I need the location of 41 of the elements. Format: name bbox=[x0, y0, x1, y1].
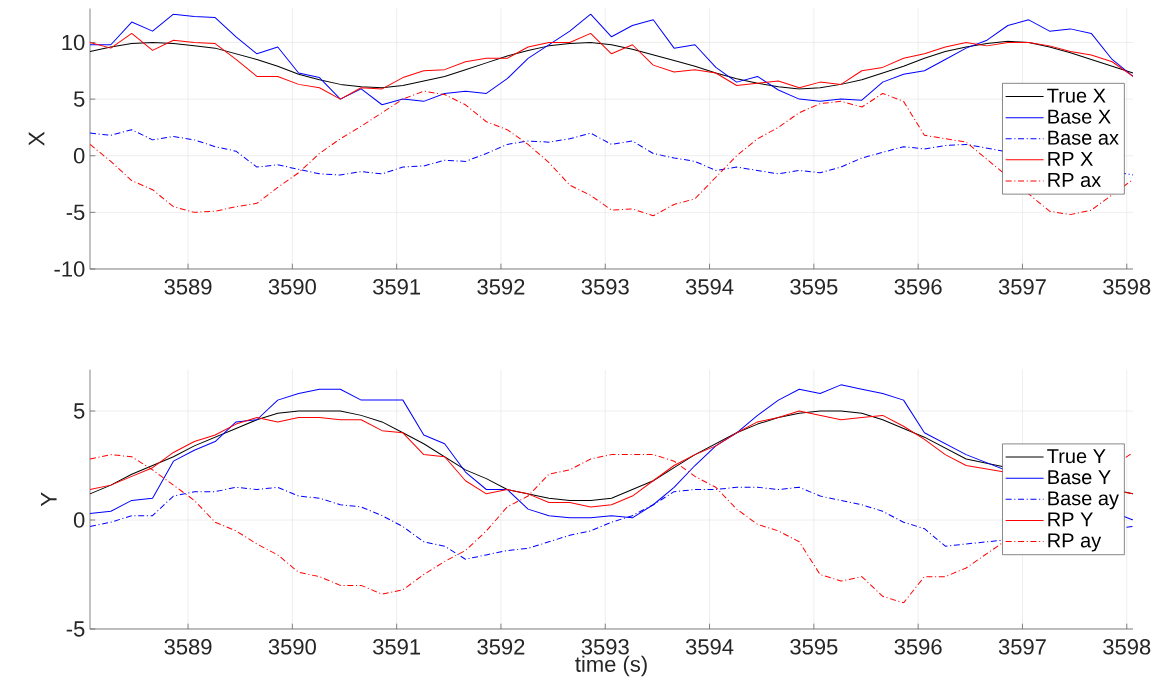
y-tick-label: -5 bbox=[66, 204, 85, 221]
legend-label: Base ay bbox=[1048, 491, 1119, 510]
legend-label: RP ax bbox=[1048, 173, 1101, 187]
x-tick-label: 3592 bbox=[477, 279, 525, 295]
x-tick-label: 3595 bbox=[790, 279, 838, 295]
legend-label: Base ax bbox=[1048, 130, 1119, 145]
x-tick-label: 3589 bbox=[164, 279, 212, 295]
y-tick-label: 0 bbox=[73, 512, 85, 528]
x-tick-label: 3596 bbox=[894, 279, 942, 295]
y-axis-title: Y bbox=[40, 492, 57, 507]
y-tick-label: 10 bbox=[62, 34, 85, 51]
legend-label: True Y bbox=[1047, 449, 1106, 464]
x-tick-label: 3592 bbox=[477, 639, 525, 655]
y-tick-label: -10 bbox=[54, 261, 85, 277]
x-tick-label: 3594 bbox=[685, 639, 734, 655]
y-tick-label: 5 bbox=[73, 403, 85, 419]
y-tick-label: 5 bbox=[73, 91, 85, 107]
y-axis-title: X bbox=[28, 131, 45, 146]
x-tick-label: 3591 bbox=[373, 279, 421, 295]
x-tick-label: 3589 bbox=[164, 639, 212, 655]
y-tick-label: -5 bbox=[66, 621, 85, 637]
legend-label: True X bbox=[1047, 88, 1106, 103]
x-tick-label: 3595 bbox=[790, 639, 838, 655]
legend-label: RP X bbox=[1048, 151, 1093, 166]
x-tick-label: 3590 bbox=[268, 639, 316, 655]
legend-label: Base Y bbox=[1048, 470, 1111, 485]
x-tick-label: 3596 bbox=[894, 639, 942, 655]
x-tick-label: 3590 bbox=[268, 279, 316, 295]
x-tick-label: 3591 bbox=[373, 639, 421, 655]
x-tick-label: 3594 bbox=[685, 279, 734, 295]
x-axis-title: time (s) bbox=[575, 655, 647, 677]
legend-label: RP ay bbox=[1048, 533, 1102, 552]
legend-label: Base X bbox=[1048, 109, 1111, 124]
x-tick-label: 3598 bbox=[1103, 639, 1151, 655]
legend-label: RP Y bbox=[1048, 512, 1093, 527]
x-tick-label: 3598 bbox=[1103, 279, 1151, 295]
x-tick-label: 3593 bbox=[581, 639, 629, 655]
x-tick-label: 3593 bbox=[581, 279, 629, 295]
x-tick-label: 3597 bbox=[998, 279, 1046, 295]
y-tick-label: 0 bbox=[73, 147, 85, 164]
x-tick-label: 3597 bbox=[998, 639, 1046, 655]
